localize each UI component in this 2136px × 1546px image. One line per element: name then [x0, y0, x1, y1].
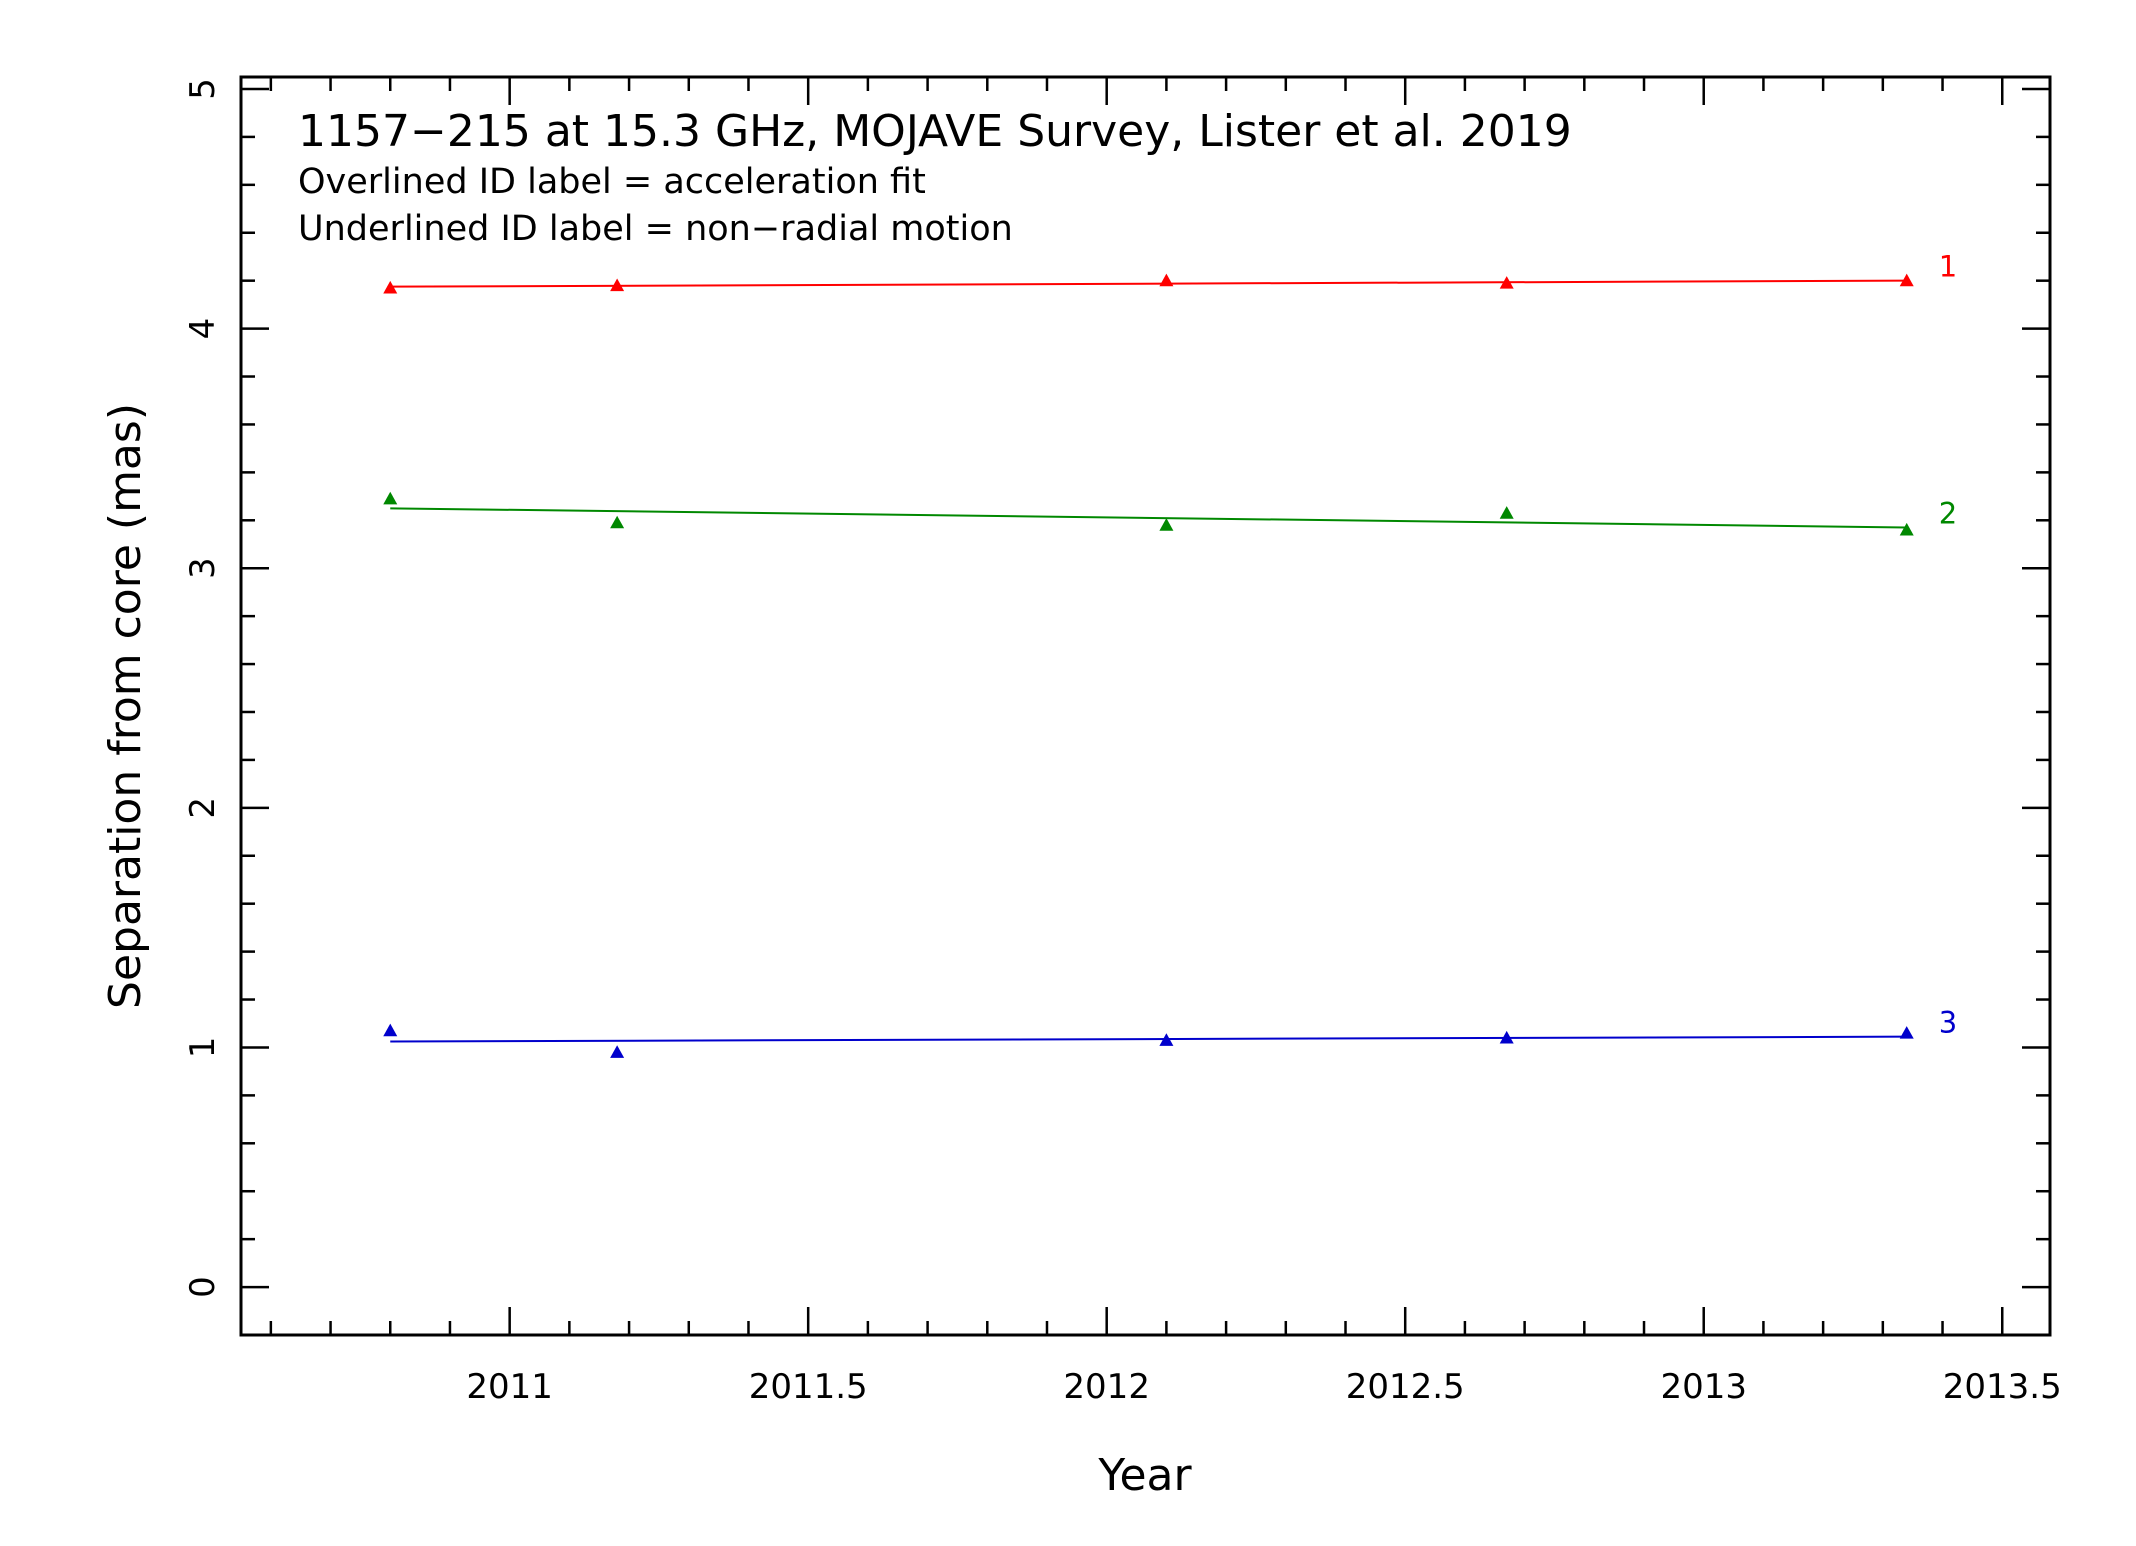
y-tick-label: 1	[183, 1037, 223, 1059]
data-point	[1899, 273, 1914, 287]
note-underlined: Underlined ID label = non−radial motion	[298, 209, 1013, 249]
data-point	[1899, 522, 1914, 536]
data-point	[1499, 1030, 1514, 1044]
series-label-2: 2	[1939, 496, 1957, 530]
data-point	[1899, 1026, 1914, 1039]
series-labels: 1 2 3	[1939, 250, 1957, 1040]
y-tick-label: 2	[183, 797, 223, 819]
x-tick-label: 2011.5	[749, 1367, 868, 1407]
data-point	[1499, 506, 1514, 519]
fit-lines	[390, 279, 1907, 1043]
x-tick-label: 2012.5	[1346, 1367, 1465, 1407]
chart-title: 1157−215 at 15.3 GHz, MOJAVE Survey, Lis…	[298, 106, 1572, 157]
data-point	[1159, 273, 1174, 287]
x-tick-label: 2013	[1660, 1367, 1747, 1407]
y-axis-title: Separation from core (mas)	[100, 403, 151, 1009]
data-point	[1159, 1033, 1174, 1046]
fit-line-3	[390, 1035, 1907, 1043]
data-point	[610, 278, 625, 292]
y-tick-label: 5	[183, 78, 223, 100]
fit-line-2	[390, 507, 1907, 529]
data-point	[383, 491, 398, 505]
data-points	[383, 273, 1914, 1058]
y-tick-label: 4	[183, 318, 223, 340]
x-tick-label: 2011	[466, 1367, 553, 1407]
x-tick-label: 2012	[1063, 1367, 1150, 1407]
data-point	[383, 280, 398, 294]
data-point	[1499, 276, 1514, 289]
series-label-3: 3	[1939, 1006, 1957, 1040]
fit-line-1	[390, 279, 1907, 288]
note-overlined: Overlined ID label = acceleration fit	[298, 162, 926, 202]
plot-frame	[239, 75, 2052, 1337]
data-point	[610, 1045, 625, 1058]
x-tick-label: 2013.5	[1943, 1367, 2062, 1407]
data-point	[383, 1023, 398, 1037]
y-tick-label: 3	[183, 557, 223, 579]
data-point	[610, 515, 625, 529]
axis-ticks: 2011 2011.5 2012 2012.5 2013 2013.5 0 1 2 3 4 5	[183, 77, 2062, 1407]
y-tick-label: 0	[183, 1276, 223, 1298]
x-axis-title: Year	[1097, 1450, 1192, 1501]
series-label-1: 1	[1939, 250, 1957, 284]
data-point	[1159, 518, 1174, 531]
